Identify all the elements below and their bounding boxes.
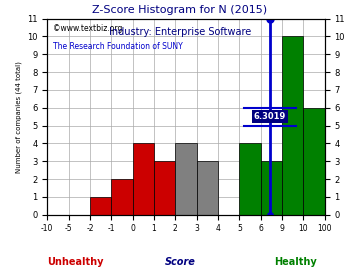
Bar — [282, 36, 303, 215]
Bar — [175, 143, 197, 215]
Text: Unhealthy: Unhealthy — [47, 257, 103, 267]
Text: Z-Score Histogram for N (2015): Z-Score Histogram for N (2015) — [93, 5, 267, 15]
Text: Score: Score — [165, 257, 195, 267]
Text: The Research Foundation of SUNY: The Research Foundation of SUNY — [53, 42, 183, 51]
Bar — [239, 143, 261, 215]
Bar — [303, 108, 325, 215]
Text: 6.3019: 6.3019 — [254, 112, 286, 121]
Text: ©www.textbiz.org: ©www.textbiz.org — [53, 24, 122, 33]
Bar — [261, 161, 282, 215]
Y-axis label: Number of companies (44 total): Number of companies (44 total) — [15, 61, 22, 173]
Bar — [111, 179, 133, 215]
Bar — [197, 161, 218, 215]
Bar — [154, 161, 175, 215]
Bar — [133, 143, 154, 215]
Text: Healthy: Healthy — [274, 257, 317, 267]
Text: Industry: Enterprise Software: Industry: Enterprise Software — [109, 27, 251, 37]
Bar — [90, 197, 111, 215]
